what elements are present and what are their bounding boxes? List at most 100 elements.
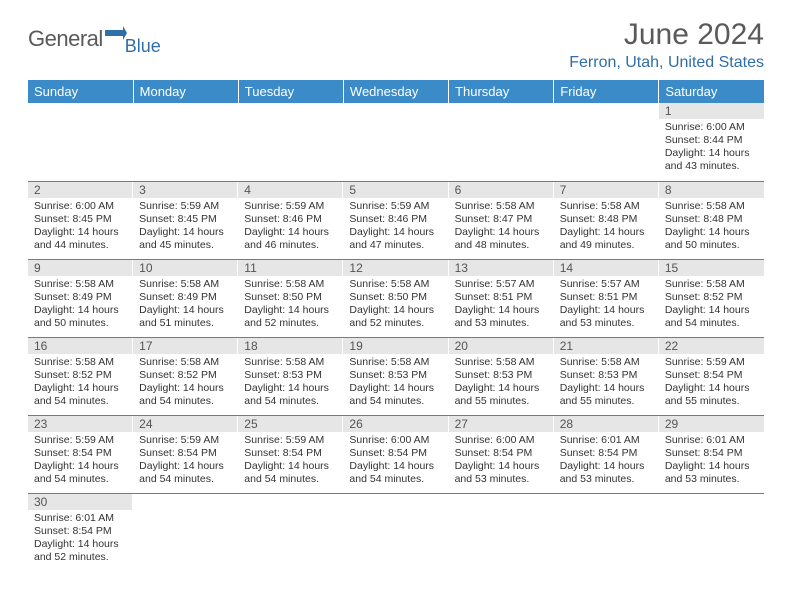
day-detail-line: Sunset: 8:54 PM xyxy=(455,447,548,460)
day-number: 10 xyxy=(133,260,238,276)
day-detail-line: Daylight: 14 hours xyxy=(560,460,653,473)
day-detail-line: Daylight: 14 hours xyxy=(34,226,127,239)
day-detail-line: and 53 minutes. xyxy=(560,317,653,330)
day-details: Sunrise: 5:59 AMSunset: 8:54 PMDaylight:… xyxy=(133,432,238,491)
day-details: Sunrise: 5:59 AMSunset: 8:45 PMDaylight:… xyxy=(133,198,238,257)
day-number: 14 xyxy=(554,260,659,276)
page-header: General Blue June 2024 Ferron, Utah, Uni… xyxy=(28,18,764,72)
day-detail-line: Daylight: 14 hours xyxy=(665,226,758,239)
day-detail-line: Daylight: 14 hours xyxy=(244,304,337,317)
day-number: 20 xyxy=(449,338,554,354)
calendar-empty-cell xyxy=(133,493,238,571)
day-detail-line: Daylight: 14 hours xyxy=(455,382,548,395)
weekday-header: Monday xyxy=(133,80,238,103)
calendar-week-row: 30Sunrise: 6:01 AMSunset: 8:54 PMDayligh… xyxy=(28,493,764,571)
calendar-empty-cell xyxy=(343,493,448,571)
day-detail-line: Sunrise: 5:57 AM xyxy=(455,278,548,291)
day-details: Sunrise: 5:58 AMSunset: 8:52 PMDaylight:… xyxy=(133,354,238,413)
day-detail-line: Sunset: 8:52 PM xyxy=(34,369,127,382)
day-number: 18 xyxy=(238,338,343,354)
day-number: 8 xyxy=(659,182,764,198)
day-details: Sunrise: 5:57 AMSunset: 8:51 PMDaylight:… xyxy=(554,276,659,335)
day-detail-line: and 52 minutes. xyxy=(349,317,442,330)
day-details: Sunrise: 5:59 AMSunset: 8:54 PMDaylight:… xyxy=(659,354,764,413)
day-detail-line: Sunset: 8:52 PM xyxy=(139,369,232,382)
brand-name: General xyxy=(28,26,103,52)
day-number: 13 xyxy=(449,260,554,276)
calendar-page: General Blue June 2024 Ferron, Utah, Uni… xyxy=(0,0,792,581)
day-number: 17 xyxy=(133,338,238,354)
day-details: Sunrise: 6:01 AMSunset: 8:54 PMDaylight:… xyxy=(554,432,659,491)
day-details: Sunrise: 5:59 AMSunset: 8:46 PMDaylight:… xyxy=(238,198,343,257)
day-detail-line: and 44 minutes. xyxy=(34,239,127,252)
calendar-day-cell: 23Sunrise: 5:59 AMSunset: 8:54 PMDayligh… xyxy=(28,415,133,493)
day-detail-line: Sunrise: 5:58 AM xyxy=(455,200,548,213)
day-details: Sunrise: 6:01 AMSunset: 8:54 PMDaylight:… xyxy=(659,432,764,491)
calendar-day-cell: 22Sunrise: 5:59 AMSunset: 8:54 PMDayligh… xyxy=(659,337,764,415)
weekday-header: Wednesday xyxy=(343,80,448,103)
day-detail-line: Daylight: 14 hours xyxy=(455,460,548,473)
weekday-header: Tuesday xyxy=(238,80,343,103)
calendar-empty-cell xyxy=(238,103,343,181)
day-detail-line: Sunrise: 5:58 AM xyxy=(349,356,442,369)
day-detail-line: and 54 minutes. xyxy=(139,473,232,486)
day-detail-line: Sunset: 8:46 PM xyxy=(244,213,337,226)
day-detail-line: Sunrise: 5:59 AM xyxy=(244,434,337,447)
calendar-day-cell: 18Sunrise: 5:58 AMSunset: 8:53 PMDayligh… xyxy=(238,337,343,415)
day-detail-line: Sunset: 8:49 PM xyxy=(139,291,232,304)
day-detail-line: Sunset: 8:46 PM xyxy=(349,213,442,226)
day-details: Sunrise: 6:00 AMSunset: 8:54 PMDaylight:… xyxy=(449,432,554,491)
day-detail-line: Sunrise: 6:01 AM xyxy=(560,434,653,447)
day-detail-line: and 54 minutes. xyxy=(665,317,758,330)
day-detail-line: Daylight: 14 hours xyxy=(244,382,337,395)
calendar-body: 1Sunrise: 6:00 AMSunset: 8:44 PMDaylight… xyxy=(28,103,764,571)
day-detail-line: and 53 minutes. xyxy=(560,473,653,486)
day-number: 12 xyxy=(343,260,448,276)
day-detail-line: Sunrise: 5:57 AM xyxy=(560,278,653,291)
day-detail-line: Sunset: 8:54 PM xyxy=(665,369,758,382)
day-number: 7 xyxy=(554,182,659,198)
day-detail-line: and 54 minutes. xyxy=(139,395,232,408)
calendar-day-cell: 20Sunrise: 5:58 AMSunset: 8:53 PMDayligh… xyxy=(449,337,554,415)
day-detail-line: and 55 minutes. xyxy=(560,395,653,408)
day-detail-line: Daylight: 14 hours xyxy=(34,304,127,317)
day-number: 21 xyxy=(554,338,659,354)
day-detail-line: Sunrise: 5:58 AM xyxy=(665,200,758,213)
day-number: 6 xyxy=(449,182,554,198)
location-text: Ferron, Utah, United States xyxy=(569,54,764,72)
calendar-day-cell: 15Sunrise: 5:58 AMSunset: 8:52 PMDayligh… xyxy=(659,259,764,337)
day-detail-line: Sunset: 8:51 PM xyxy=(455,291,548,304)
day-detail-line: Sunrise: 5:58 AM xyxy=(139,278,232,291)
day-detail-line: Sunrise: 5:59 AM xyxy=(139,200,232,213)
day-detail-line: Daylight: 14 hours xyxy=(34,382,127,395)
day-details: Sunrise: 6:00 AMSunset: 8:54 PMDaylight:… xyxy=(343,432,448,491)
day-details: Sunrise: 5:58 AMSunset: 8:48 PMDaylight:… xyxy=(554,198,659,257)
day-details: Sunrise: 5:58 AMSunset: 8:53 PMDaylight:… xyxy=(343,354,448,413)
day-detail-line: Sunset: 8:53 PM xyxy=(244,369,337,382)
day-detail-line: and 54 minutes. xyxy=(349,473,442,486)
calendar-empty-cell xyxy=(343,103,448,181)
calendar-header-row: SundayMondayTuesdayWednesdayThursdayFrid… xyxy=(28,80,764,103)
day-detail-line: Sunrise: 5:59 AM xyxy=(665,356,758,369)
calendar-day-cell: 5Sunrise: 5:59 AMSunset: 8:46 PMDaylight… xyxy=(343,181,448,259)
day-detail-line: Sunrise: 5:59 AM xyxy=(349,200,442,213)
day-detail-line: Sunrise: 6:01 AM xyxy=(34,512,127,525)
day-detail-line: and 48 minutes. xyxy=(455,239,548,252)
day-detail-line: Sunset: 8:48 PM xyxy=(560,213,653,226)
day-detail-line: Sunset: 8:47 PM xyxy=(455,213,548,226)
calendar-table: SundayMondayTuesdayWednesdayThursdayFrid… xyxy=(28,80,764,571)
day-details: Sunrise: 5:58 AMSunset: 8:47 PMDaylight:… xyxy=(449,198,554,257)
day-detail-line: Daylight: 14 hours xyxy=(349,382,442,395)
day-details: Sunrise: 5:58 AMSunset: 8:52 PMDaylight:… xyxy=(659,276,764,335)
day-detail-line: and 54 minutes. xyxy=(349,395,442,408)
day-detail-line: and 43 minutes. xyxy=(665,160,758,173)
day-detail-line: Sunset: 8:54 PM xyxy=(665,447,758,460)
day-detail-line: and 52 minutes. xyxy=(244,317,337,330)
weekday-header: Saturday xyxy=(659,80,764,103)
day-detail-line: Sunset: 8:50 PM xyxy=(244,291,337,304)
day-number: 16 xyxy=(28,338,133,354)
day-detail-line: Sunset: 8:54 PM xyxy=(34,447,127,460)
day-detail-line: Sunrise: 5:58 AM xyxy=(560,200,653,213)
day-detail-line: Daylight: 14 hours xyxy=(665,460,758,473)
day-number: 26 xyxy=(343,416,448,432)
